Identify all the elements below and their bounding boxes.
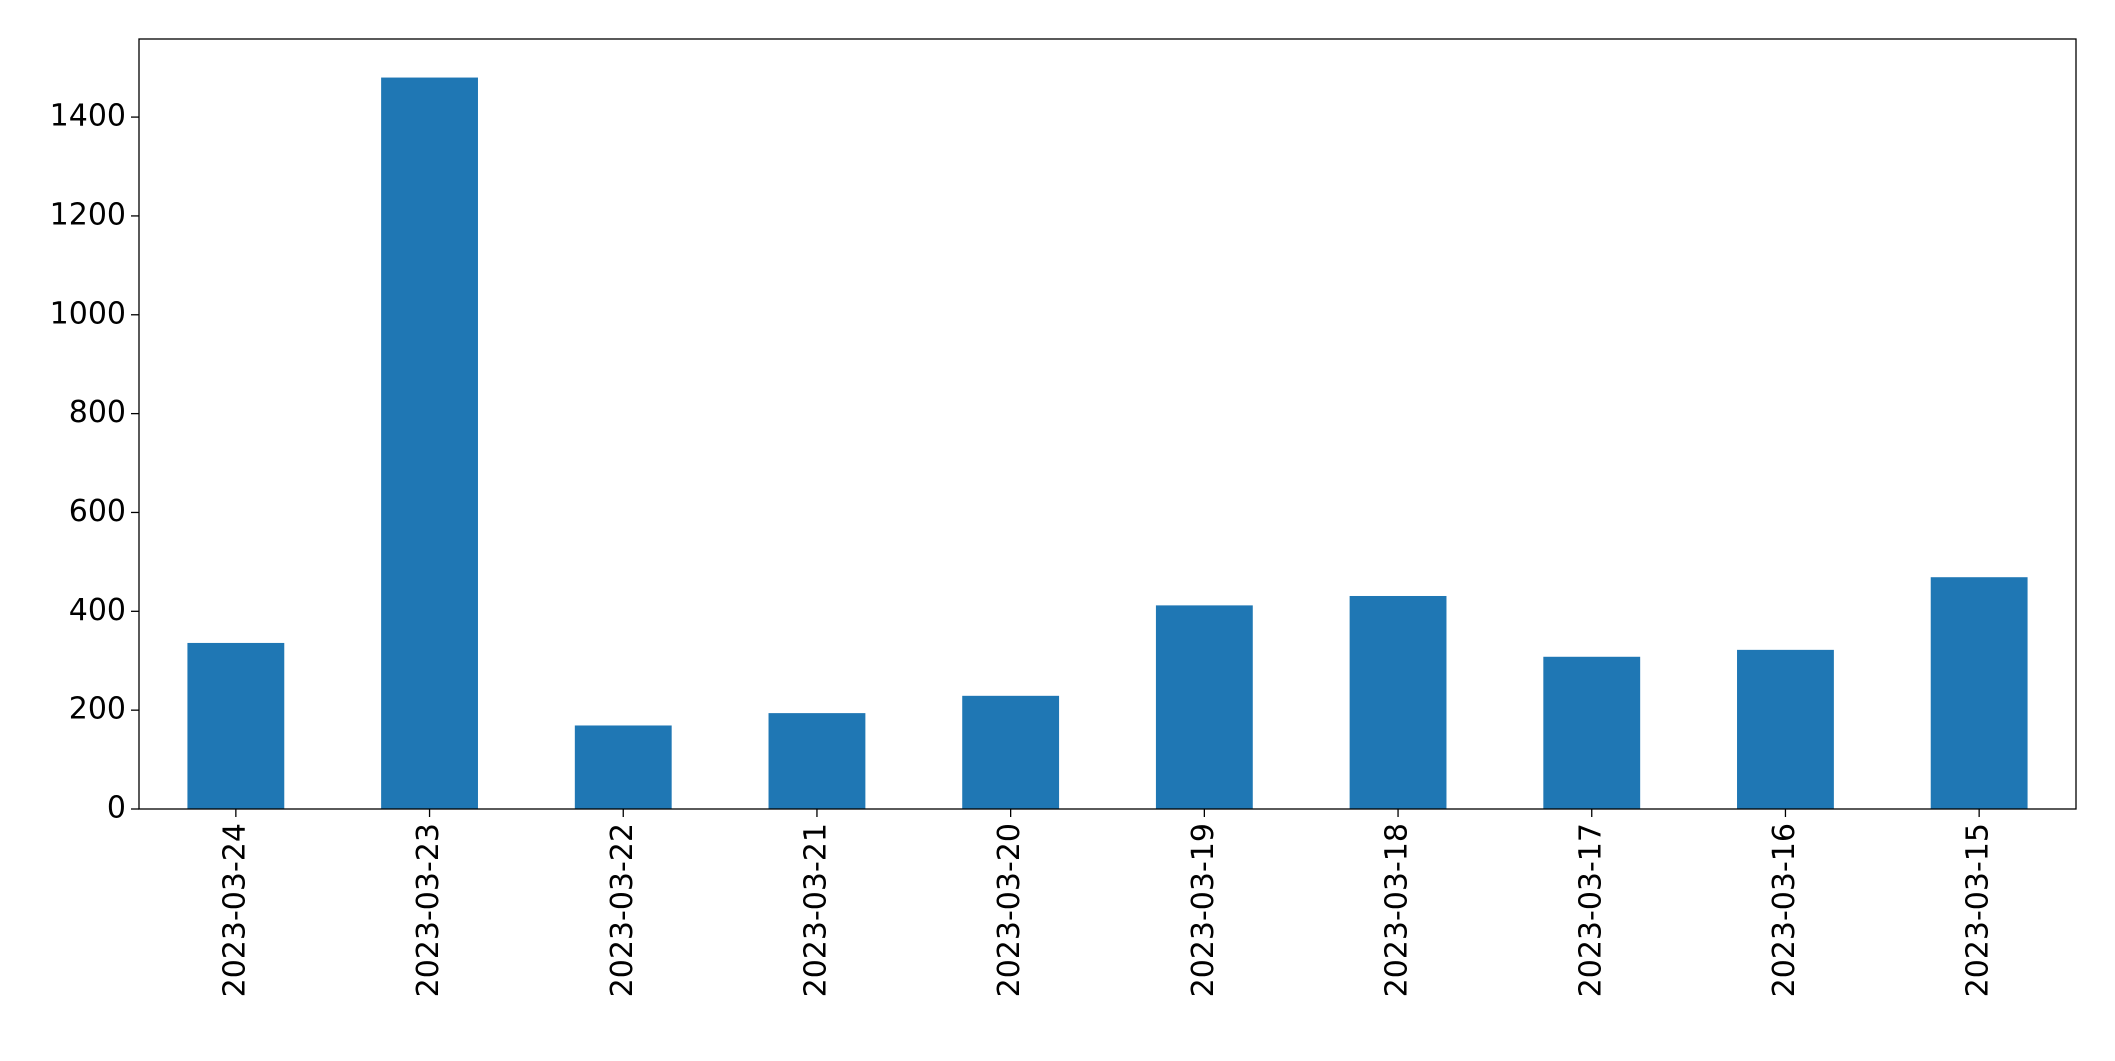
- y-tick-label: 1400: [50, 99, 126, 134]
- bar: [187, 642, 285, 809]
- bar: [768, 713, 866, 809]
- bar: [1737, 649, 1834, 809]
- x-tick-label: 2023-03-19: [1186, 823, 1221, 997]
- y-tick-label: 1200: [50, 197, 126, 232]
- x-tick-label: 2023-03-15: [1961, 823, 1996, 997]
- x-tick-label: 2023-03-22: [605, 823, 640, 997]
- x-tick-label: 2023-03-21: [798, 823, 833, 997]
- plot-frame: [138, 38, 2077, 810]
- bar: [381, 77, 478, 809]
- x-tick-label: 2023-03-16: [1767, 823, 1802, 997]
- y-tick-label: 600: [69, 494, 126, 529]
- x-tick-label: 2023-03-18: [1380, 823, 1415, 997]
- bar: [1349, 595, 1447, 809]
- y-tick-label: 200: [69, 692, 126, 727]
- x-tick-label: 2023-03-20: [992, 823, 1027, 997]
- y-tick-label: 800: [69, 395, 126, 430]
- bar: [1155, 605, 1253, 809]
- x-tick-label: 2023-03-24: [217, 823, 252, 997]
- y-tick-label: 1000: [50, 296, 126, 331]
- x-tick-label: 2023-03-23: [411, 823, 446, 997]
- bar: [1543, 656, 1641, 809]
- y-tick-label: 400: [69, 593, 126, 628]
- bar: [1930, 577, 2028, 809]
- bar: [574, 725, 672, 809]
- y-tick-label: 0: [107, 791, 126, 826]
- bar: [962, 695, 1060, 809]
- x-tick-label: 2023-03-17: [1573, 823, 1608, 997]
